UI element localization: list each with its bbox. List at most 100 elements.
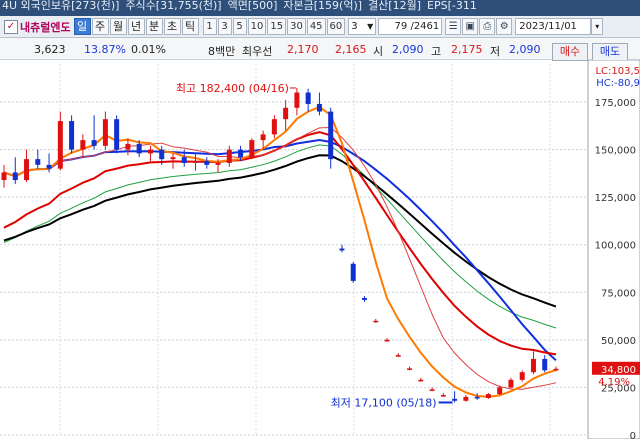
candle-body — [125, 143, 131, 150]
candle-body — [463, 396, 469, 401]
buy-button[interactable]: 매수 — [552, 43, 588, 61]
current-price-box — [592, 361, 640, 375]
y-tick-label: 100,000 — [595, 241, 636, 252]
lc-label: LC:103,5 — [595, 66, 640, 77]
open-label: 시 — [373, 45, 384, 58]
ma-blue-line — [3, 138, 557, 362]
best-quote-label: 최우선 — [242, 45, 273, 58]
ma-red-thin-line — [3, 126, 557, 390]
sell-button[interactable]: 매도 — [592, 43, 628, 61]
minute-button[interactable]: 15 — [267, 18, 287, 35]
info-item: EPS[-311 — [427, 0, 477, 12]
period-button[interactable]: 분 — [145, 18, 163, 35]
low-price: 2,090 — [509, 43, 541, 56]
high-price: 2,175 — [451, 43, 483, 56]
current-price-label: 34,800 — [601, 365, 636, 376]
period-button[interactable]: 초 — [163, 18, 181, 35]
candle-body — [238, 149, 244, 158]
candle-body — [215, 162, 221, 165]
candle-body — [361, 298, 367, 300]
minute-button[interactable]: 60 — [326, 18, 346, 35]
gear-icon[interactable]: ⚙ — [496, 18, 513, 35]
candle-body — [474, 396, 480, 399]
candle-body — [80, 140, 86, 150]
minute-button[interactable]: 3 — [217, 18, 232, 35]
candle-body — [497, 387, 503, 395]
calendar-icon[interactable]: ▾ — [591, 18, 604, 35]
candle-body — [542, 358, 548, 371]
candle-body — [181, 157, 187, 163]
candle-body — [249, 140, 255, 158]
date-input[interactable]: 2023/11/01 — [515, 18, 592, 35]
candle-body — [407, 368, 413, 370]
info-item: 주식수[31,755(천)] — [125, 0, 222, 12]
period-button[interactable]: 월 — [109, 18, 127, 35]
y-tick-label: 0 — [630, 431, 636, 439]
candle-body — [519, 372, 525, 380]
y-tick-label: 75,000 — [601, 288, 636, 299]
candle-body — [226, 149, 232, 163]
candle-body — [316, 103, 322, 112]
chevron-down-icon: ▼ — [367, 22, 374, 31]
chart-list-icon[interactable]: ☰ — [445, 18, 462, 35]
minute-button[interactable]: 5 — [232, 18, 247, 35]
print-icon[interactable]: ⎙ — [479, 18, 496, 35]
info-item: 결산[12월] — [368, 0, 422, 12]
save-icon[interactable]: ▣ — [462, 18, 479, 35]
interval-select[interactable]: 3 ▼ — [348, 18, 377, 35]
candle-body — [69, 121, 75, 150]
period-button[interactable]: 틱 — [181, 18, 199, 35]
price-chart[interactable]: 175,000 150,000 125,000 100,000 75,000 50,000… — [0, 60, 640, 439]
stock-name[interactable]: 내츄럴엔도 — [20, 20, 71, 34]
current-rate-label: 4.19% — [598, 377, 630, 388]
low-annotation: 최저 17,100 (05/18) — [331, 396, 437, 409]
y-tick-label: 175,000 — [595, 98, 636, 109]
candle-body — [339, 248, 345, 251]
candle-body — [530, 358, 536, 373]
minute-button[interactable]: 45 — [306, 18, 326, 35]
candle-body — [553, 368, 559, 371]
period-button[interactable]: 년 — [127, 18, 145, 35]
select-checkbox[interactable]: ✓ — [4, 19, 18, 34]
info-item: 액면[500] — [227, 0, 278, 12]
candle-body — [193, 161, 199, 163]
candle-body — [12, 172, 18, 181]
minute-button[interactable]: 1 — [202, 18, 217, 35]
candle-body — [395, 355, 401, 357]
candle-body — [57, 121, 63, 169]
period-button[interactable]: 주 — [91, 18, 109, 35]
candle-body — [136, 143, 142, 154]
minute-button[interactable]: 10 — [247, 18, 267, 35]
interval-value: 3 — [351, 21, 358, 32]
count-input[interactable]: 79 /2461 — [378, 18, 443, 35]
candle-body — [35, 159, 41, 165]
ask-price: 2,170 — [287, 43, 319, 56]
candle-body — [91, 140, 97, 146]
ma-green-line — [3, 144, 557, 329]
minute-buttons: 1 3 5 10 15 30 45 60 — [202, 18, 347, 35]
period-button[interactable]: 일 — [73, 18, 91, 35]
change-rate: 13.87% — [84, 43, 126, 56]
open-price: 2,090 — [392, 43, 424, 56]
chart-canvas[interactable]: 175,000 150,000 125,000 100,000 75,000 50,000… — [0, 60, 640, 439]
high-label: 고 — [431, 45, 442, 58]
candle-body — [384, 339, 390, 342]
candle-body — [204, 161, 210, 165]
candle-body — [440, 395, 446, 397]
candle-body — [328, 111, 334, 160]
candle-body — [418, 379, 424, 382]
ma-orange-line — [3, 105, 557, 398]
candle-body — [46, 164, 52, 169]
candle-body — [260, 134, 266, 141]
ma-black-line — [3, 154, 557, 308]
low-label: 저 — [490, 45, 501, 58]
current-price: 3,623 — [34, 43, 66, 56]
high-annotation: 최고 182,400 (04/16) — [176, 82, 289, 95]
minute-button[interactable]: 30 — [287, 18, 306, 35]
candle-body — [508, 379, 514, 388]
candle-body — [102, 119, 108, 146]
candle-body — [452, 398, 458, 401]
candle-body — [373, 320, 379, 323]
